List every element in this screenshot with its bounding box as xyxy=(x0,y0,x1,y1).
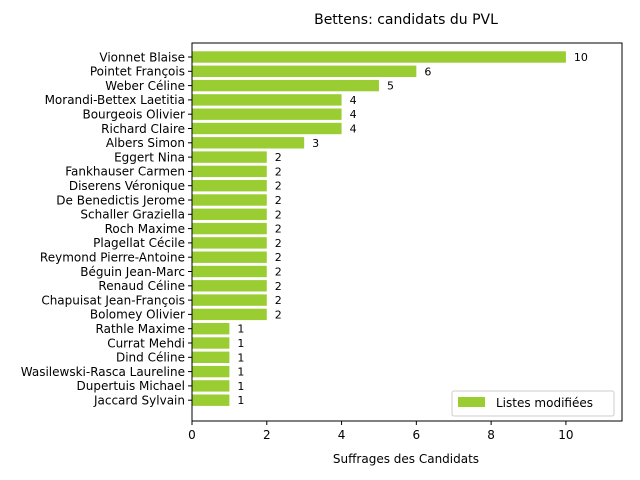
plot-frame xyxy=(191,42,623,422)
category-label: Bolomey Olivier xyxy=(90,308,185,322)
bar xyxy=(192,65,417,77)
data-label: 4 xyxy=(350,94,357,107)
data-label: 10 xyxy=(574,51,588,64)
chart-title: Bettens: candidats du PVL xyxy=(314,12,498,28)
bar xyxy=(192,122,342,135)
data-label: 1 xyxy=(237,351,244,364)
bar xyxy=(192,180,267,192)
category-label: Dind Céline xyxy=(116,351,185,365)
category-label: Currat Mehdi xyxy=(107,336,185,350)
category-label: Pointet François xyxy=(90,65,185,79)
data-label: 4 xyxy=(350,123,357,136)
bar xyxy=(192,79,379,92)
data-label: 1 xyxy=(237,323,244,336)
data-label: 2 xyxy=(275,308,282,321)
bar xyxy=(192,265,267,278)
y-axis-ticks xyxy=(188,56,192,401)
data-label: 1 xyxy=(237,366,244,379)
data-label: 1 xyxy=(237,380,244,393)
data-label: 6 xyxy=(424,65,431,78)
category-label: Bourgeois Olivier xyxy=(82,108,185,122)
bar xyxy=(192,394,230,406)
bar xyxy=(192,294,267,306)
x-tick-label: 2 xyxy=(263,428,271,442)
legend-box xyxy=(451,390,615,417)
bar xyxy=(192,94,342,106)
category-label: Fankhauser Carmen xyxy=(65,165,185,179)
data-label: 5 xyxy=(387,80,394,93)
category-label: Reymond Pierre-Antoine xyxy=(40,251,185,265)
legend-swatch xyxy=(458,397,485,407)
category-label: Roch Maxime xyxy=(105,222,185,236)
bar xyxy=(192,351,230,363)
category-label: Wasilewski-Rasca Laureline xyxy=(21,365,185,379)
x-tick-label: 8 xyxy=(487,428,495,442)
category-label: Chapuisat Jean-François xyxy=(41,293,185,307)
bar xyxy=(192,251,267,263)
category-label: Renaud Céline xyxy=(98,279,185,293)
category-label: Albers Simon xyxy=(106,136,185,150)
bars-group xyxy=(192,51,566,406)
category-label: Schaller Graziella xyxy=(80,208,185,222)
x-tick-label: 6 xyxy=(413,428,421,442)
bar xyxy=(192,108,342,120)
bar xyxy=(192,323,230,335)
category-label: Richard Claire xyxy=(101,122,185,136)
category-label: De Benedictis Jerome xyxy=(56,193,185,207)
category-label: Rathle Maxime xyxy=(96,322,185,336)
category-label: Plagellat Cécile xyxy=(93,236,185,250)
data-label: 4 xyxy=(350,108,357,121)
data-label: 2 xyxy=(275,294,282,307)
category-label: Béguin Jean-Marc xyxy=(80,265,185,279)
data-label: 1 xyxy=(237,337,244,350)
data-label: 2 xyxy=(275,280,282,293)
data-label: 2 xyxy=(275,251,282,264)
category-label: Jaccard Sylvain xyxy=(93,394,185,408)
data-label: 1 xyxy=(237,394,244,407)
legend-label: Listes modifiées xyxy=(496,396,593,410)
data-label: 2 xyxy=(275,237,282,250)
bar xyxy=(192,380,230,392)
bar xyxy=(192,365,230,378)
category-label: Vionnet Blaise xyxy=(99,50,185,64)
category-label: Weber Céline xyxy=(105,79,185,93)
x-axis-label: Suffrages des Candidats xyxy=(333,452,479,466)
data-label: 2 xyxy=(275,165,282,178)
bar xyxy=(192,208,267,220)
bar xyxy=(192,151,267,163)
data-label: 2 xyxy=(275,180,282,193)
x-tick-label: 4 xyxy=(338,428,346,442)
x-tick-label: 10 xyxy=(558,428,573,442)
legend: Listes modifiées xyxy=(451,390,615,417)
category-label: Dupertuis Michael xyxy=(77,379,185,393)
x-tick-label: 0 xyxy=(188,428,196,442)
bar xyxy=(192,337,230,349)
category-label: Diserens Véronique xyxy=(69,179,185,193)
bar xyxy=(192,237,267,249)
bar xyxy=(192,137,305,149)
data-label: 2 xyxy=(275,223,282,236)
bar xyxy=(192,51,566,63)
data-label: 2 xyxy=(275,208,282,221)
bar xyxy=(192,280,267,292)
bar xyxy=(192,308,267,321)
data-label: 2 xyxy=(275,194,282,207)
x-axis-ticks: 0 2 4 6 8 10 xyxy=(188,421,574,442)
bar xyxy=(192,165,267,178)
data-label: 3 xyxy=(312,137,319,150)
bar xyxy=(192,222,267,235)
data-label: 2 xyxy=(275,266,282,279)
bar xyxy=(192,194,267,206)
category-label: Eggert Nina xyxy=(114,150,185,164)
category-label: Morandi-Bettex Laetitia xyxy=(45,93,185,107)
data-label: 2 xyxy=(275,151,282,164)
